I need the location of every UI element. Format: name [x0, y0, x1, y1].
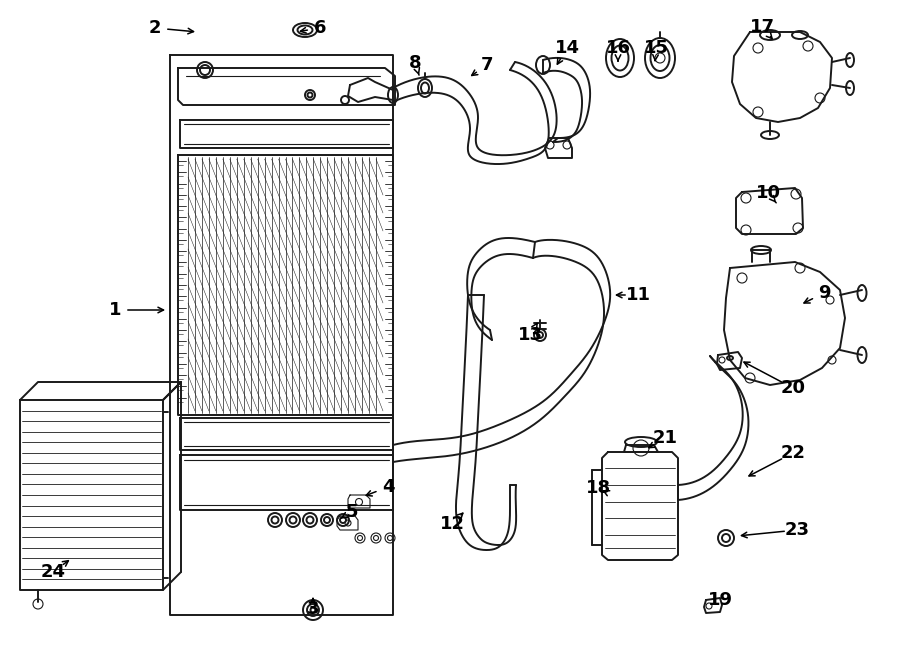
Text: 24: 24 — [40, 563, 66, 581]
Text: 9: 9 — [818, 284, 830, 302]
Text: 7: 7 — [481, 56, 493, 74]
Text: 12: 12 — [439, 515, 464, 533]
Text: 22: 22 — [780, 444, 806, 462]
Text: 20: 20 — [780, 379, 806, 397]
Text: 19: 19 — [707, 591, 733, 609]
Text: 18: 18 — [585, 479, 610, 497]
Text: 5: 5 — [346, 503, 358, 521]
Text: 23: 23 — [785, 521, 809, 539]
Text: 1: 1 — [109, 301, 122, 319]
Text: 4: 4 — [382, 478, 394, 496]
Text: 15: 15 — [644, 39, 669, 57]
Text: 3: 3 — [307, 600, 320, 618]
Text: 10: 10 — [755, 184, 780, 202]
Text: 8: 8 — [409, 54, 421, 72]
Text: 14: 14 — [554, 39, 580, 57]
Text: 6: 6 — [314, 19, 326, 37]
Text: 2: 2 — [148, 19, 161, 37]
Text: 17: 17 — [750, 18, 775, 36]
Text: 16: 16 — [606, 39, 631, 57]
Text: 11: 11 — [626, 286, 651, 304]
Text: 21: 21 — [652, 429, 678, 447]
Text: 13: 13 — [518, 326, 543, 344]
